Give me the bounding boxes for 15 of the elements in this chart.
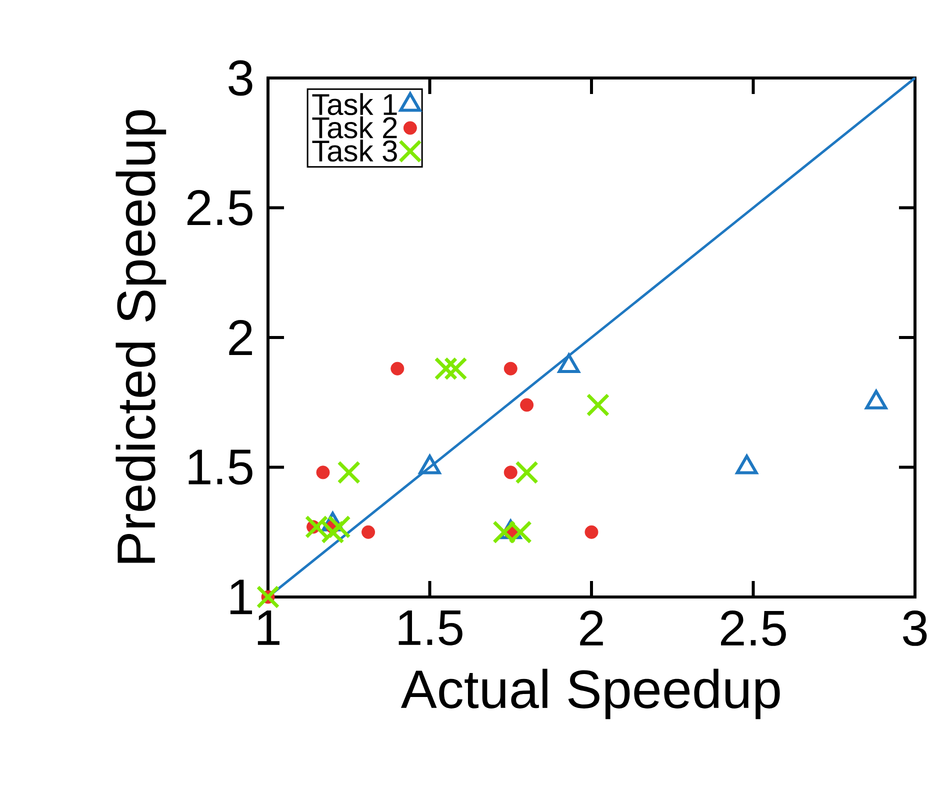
legend-label: Task 3 (312, 140, 397, 162)
y-tick-label: 2 (229, 320, 252, 355)
y-axis-title: Predicted Speedup (116, 110, 166, 563)
y-tick-label: 1.5 (188, 450, 252, 485)
y-tick-label: 2.5 (187, 190, 252, 226)
legend-label: Task 1 (312, 93, 397, 116)
y-tick-label: 3 (228, 60, 252, 96)
x-tick-label: 2.5 (721, 610, 786, 646)
y-tick-label: 1 (230, 580, 252, 614)
x-tick-label: 2 (580, 610, 603, 646)
legend-label: Task 2 (312, 116, 397, 138)
x-tick-label: 1.5 (398, 610, 462, 646)
x-tick-label: 1 (258, 610, 280, 645)
x-axis-title: Actual Speedup (400, 668, 780, 720)
x-tick-label: 3 (902, 610, 927, 646)
